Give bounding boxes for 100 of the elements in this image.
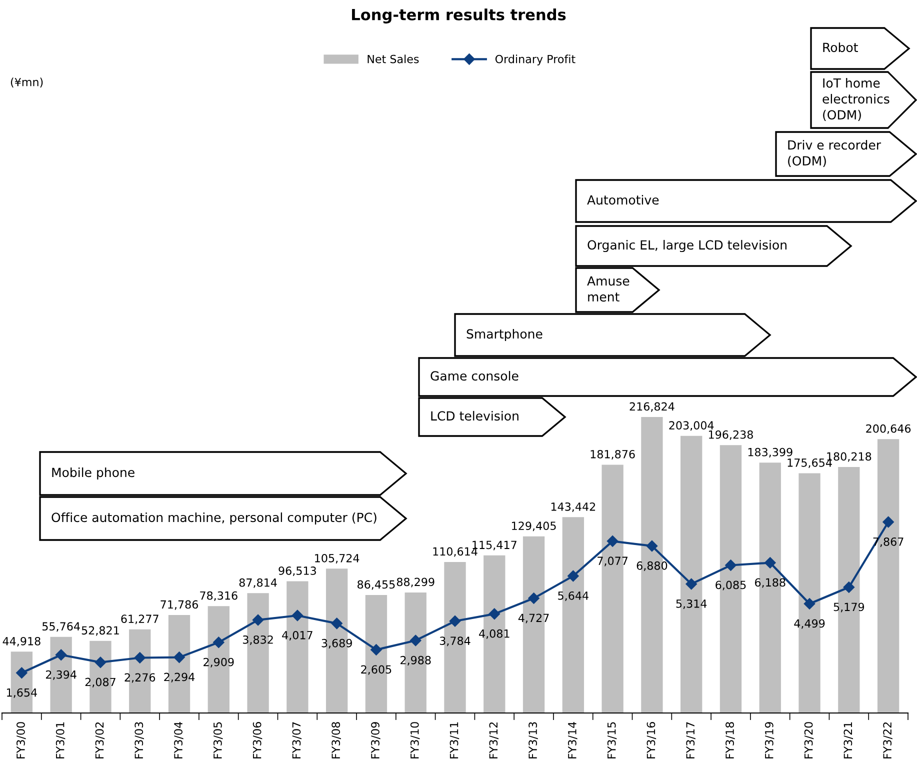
text: (¥mn) [10, 78, 43, 88]
data-label: 181,876 [590, 450, 635, 460]
text: Robot [823, 42, 858, 52]
x-tick-label: FY3/11 [450, 722, 460, 758]
legend-label: Net Sales [368, 54, 419, 64]
point [488, 608, 500, 620]
x-tick-label: FY3/03 [134, 722, 144, 758]
point [252, 614, 264, 626]
point [764, 557, 776, 568]
data-label: 2,294 [164, 672, 195, 682]
x-tick-label: FY3/20 [804, 722, 814, 758]
point [843, 582, 855, 593]
point [725, 560, 736, 571]
data-label: 203,004 [669, 421, 714, 431]
data-label: 4,499 [794, 619, 825, 629]
data-label: 196,238 [708, 430, 753, 440]
data-label: 2,394 [46, 670, 76, 680]
x-tick-label: FY3/22 [883, 722, 892, 758]
x-tick-label: FY3/12 [489, 722, 498, 758]
data-label: 4,727 [518, 614, 549, 624]
x-tick-label: FY3/17 [686, 722, 696, 758]
x-tick-label: FY3/16 [646, 722, 656, 758]
data-label: 2,605 [361, 665, 392, 675]
data-label: 52,821 [82, 626, 119, 636]
point [646, 540, 658, 552]
data-label: 61,277 [121, 614, 158, 624]
text: Amuse ment [587, 276, 630, 302]
x-tick-label: FY3/21 [844, 722, 854, 758]
x-tick-label: FY3/02 [95, 722, 105, 758]
x-tick-label: FY3/06 [252, 722, 262, 758]
data-label: 5,644 [558, 591, 588, 601]
point [686, 578, 697, 590]
x-tick-label: FY3/04 [174, 722, 184, 758]
data-label: 4,017 [282, 630, 312, 640]
point [410, 634, 422, 646]
data-label: 4,081 [479, 629, 510, 639]
text: Smartphone [466, 328, 542, 342]
x-tick-label: FY3/15 [607, 722, 617, 758]
point [804, 598, 816, 610]
point [331, 618, 342, 630]
data-label: 3,832 [242, 635, 273, 645]
point [568, 570, 579, 582]
chart-title: Long-term results trends [352, 8, 566, 24]
x-tick-label: FY3/13 [528, 722, 538, 758]
data-label: 2,909 [204, 658, 234, 668]
data-label: 6,880 [636, 561, 668, 571]
data-label: 216,824 [630, 402, 674, 412]
data-label: 2,988 [400, 656, 431, 666]
data-label: 88,299 [396, 578, 434, 588]
data-label: 86,455 [358, 580, 395, 590]
text: Organic EL, large LCD television [588, 240, 786, 252]
data-label: 1,654 [7, 688, 37, 698]
x-tick-label: FY3/09 [371, 722, 380, 758]
data-label: 200,646 [866, 424, 911, 434]
data-label: 6,188 [755, 578, 786, 588]
point [292, 610, 304, 622]
data-label: 2,087 [85, 678, 116, 688]
point [528, 592, 540, 604]
point [134, 652, 146, 664]
x-tick-label: FY3/05 [213, 722, 223, 758]
text: Driv e recorder (ODM) [788, 140, 882, 168]
x-tick-label: FY3/01 [56, 722, 66, 758]
data-label: 78,316 [200, 591, 238, 601]
point [213, 636, 224, 648]
x-tick-label: FY3/08 [332, 722, 341, 758]
data-label: 55,764 [42, 622, 80, 632]
point [16, 667, 28, 678]
data-label: 3,784 [440, 636, 470, 646]
point [882, 516, 894, 528]
text: Automotive [587, 194, 659, 205]
data-label: 129,405 [512, 522, 556, 532]
x-tick-label: FY3/19 [764, 722, 774, 758]
legend-label: Ordinary Profit [495, 54, 576, 66]
data-label: 183,399 [748, 448, 792, 458]
x-tick-label: FY3/10 [410, 722, 420, 758]
data-label: 105,724 [315, 554, 360, 564]
annotation: LCD television [431, 410, 518, 421]
x-tick-label: FY3/00 [16, 722, 26, 758]
x-tick-label: FY3/18 [726, 722, 735, 758]
data-label: 3,689 [322, 638, 352, 648]
data-label: 87,814 [239, 578, 277, 588]
data-label: 71,786 [160, 600, 198, 610]
text: Game console [430, 370, 518, 381]
point [370, 644, 382, 656]
point [174, 652, 185, 663]
annotation: Office automation machine, personal computer (PC) [52, 512, 376, 525]
point [449, 616, 461, 627]
x-tick-label: FY3/14 [568, 722, 578, 758]
point [606, 536, 618, 547]
data-label: 5,314 [676, 599, 707, 609]
x-tick-label: FY3/07 [292, 722, 302, 758]
data-label: 5,179 [834, 602, 864, 612]
data-label: 143,442 [551, 502, 596, 512]
data-label: 44,918 [2, 636, 40, 646]
data-label: 6,085 [716, 580, 746, 590]
annotation: Mobile phone [52, 467, 134, 480]
text: IoT home electronics (ODM) [822, 78, 890, 121]
data-label: 96,513 [278, 566, 316, 576]
point [94, 656, 106, 668]
data-label: 7,077 [598, 556, 628, 566]
